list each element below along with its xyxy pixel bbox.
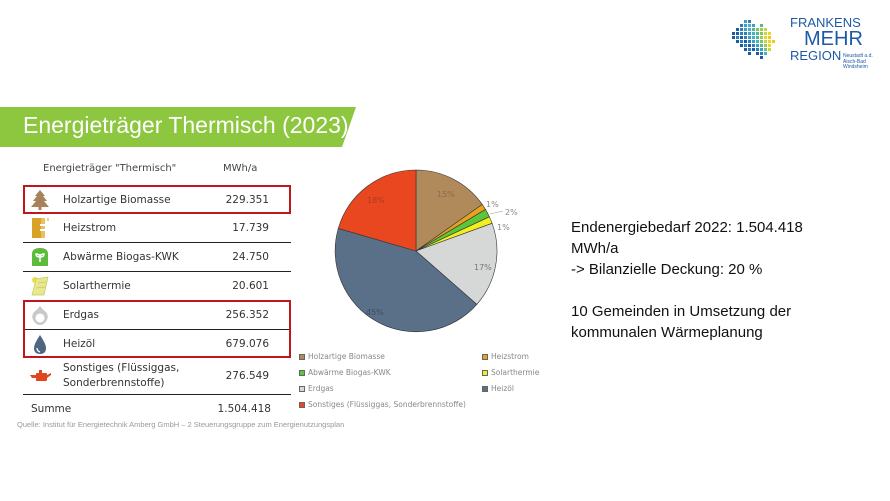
oil-drop-icon	[34, 335, 46, 354]
pie-chart: 15% 18% 1% 2% 1% 17% 45%	[334, 169, 518, 333]
info-text: Endenergiebedarf 2022: 1.504.418 MWh/a -…	[571, 217, 803, 343]
row-divider	[23, 242, 291, 243]
logo: FRANKENS MEHR REGION Neustadt a.d. Aisch…	[730, 14, 880, 70]
table-row: Erdgas 256.352	[23, 301, 291, 329]
slice-sonstiges	[337, 169, 417, 252]
slice-heizoel	[334, 228, 478, 333]
row-divider	[23, 271, 291, 272]
row-value: 679.076	[225, 338, 269, 350]
label-pct-abwaerme: 2%	[505, 208, 518, 217]
row-label: Holzartige Biomasse	[63, 194, 171, 206]
solar-panel-icon	[31, 276, 49, 296]
info-line5: kommunalen Wärmeplanung	[571, 324, 763, 341]
logo-line3: REGION	[790, 48, 842, 63]
legend-item: Heizstrom	[482, 352, 529, 361]
row-label: Erdgas	[63, 309, 100, 321]
oil-can-icon	[30, 370, 51, 381]
row-label: Heizstrom	[63, 222, 117, 234]
gas-flame-icon	[32, 306, 48, 325]
title-banner	[0, 107, 356, 147]
table-row: Holzartige Biomasse 229.351	[23, 186, 291, 214]
sum-value: 1.504.418	[217, 403, 271, 415]
table-row: Heizstrom 17.739	[23, 214, 291, 242]
logo-line2: MEHR	[804, 28, 863, 50]
row-value: 20.601	[232, 280, 269, 292]
label-pct-heizstrom: 1%	[486, 200, 499, 209]
legend-swatch	[299, 370, 305, 376]
table-row: Sonstiges (Flüssiggas, Sonderbrennstoffe…	[23, 358, 291, 394]
legend-item: Sonstiges (Flüssiggas, Sonderbrennstoffe…	[299, 400, 466, 409]
logo-subtitle: Neustadt a.d. Aisch-Bad Windsheim	[843, 53, 873, 70]
legend-swatch	[482, 386, 488, 392]
row-label: Solarthermie	[63, 280, 131, 292]
legend-item: Holzartige Biomasse	[299, 352, 385, 361]
banner-shape	[0, 107, 356, 147]
legend-item: Abwärme Biogas-KWK	[299, 368, 391, 377]
page-title: Energieträger Thermisch (2023)	[23, 112, 349, 138]
info-line1: Endenergiebedarf 2022: 1.504.418	[571, 219, 803, 236]
sprout-icon	[32, 248, 48, 266]
row-label: Heizöl	[63, 338, 96, 350]
row-label: Sonstiges (Flüssiggas, Sonderbrennstoffe…	[63, 361, 179, 391]
row-value: 276.549	[225, 370, 269, 382]
legend-swatch	[299, 386, 305, 392]
source-note: Quelle: Institut für Energietechnik Ambe…	[17, 420, 345, 429]
table-row: Solarthermie 20.601	[23, 272, 291, 300]
label-pct-sonstiges: 18%	[367, 196, 385, 205]
info-line4: 10 Gemeinden in Umsetzung der	[571, 303, 792, 320]
label-pct-holz: 15%	[437, 190, 455, 199]
label-pct-erdgas: 17%	[474, 263, 492, 272]
legend-swatch	[299, 354, 305, 360]
row-label: Abwärme Biogas-KWK	[63, 251, 179, 263]
highlight-box-fossil	[23, 300, 291, 358]
row-value: 256.352	[225, 309, 269, 321]
slice-holzartige-biomasse	[415, 169, 483, 252]
table-sum-row: Summe 1.504.418	[23, 395, 291, 423]
row-label-line2: Sonderbrennstoffe)	[63, 377, 165, 389]
row-label-line1: Sonstiges (Flüssiggas,	[63, 362, 180, 374]
row-value: 229.351	[225, 194, 269, 206]
label-pct-solar: 1%	[497, 223, 510, 232]
sum-label: Summe	[31, 403, 72, 415]
table-header-unit: MWh/a	[223, 163, 258, 174]
row-divider	[23, 329, 291, 330]
chart-legend: Holzartige Biomasse Heizstrom Abwärme Bi…	[299, 350, 549, 415]
legend-item: Heizöl	[482, 384, 514, 393]
map-mosaic-icon	[732, 20, 775, 59]
table-row: Heizöl 679.076	[23, 330, 291, 358]
row-divider	[23, 394, 291, 395]
tree-icon	[31, 190, 49, 210]
legend-item: Solarthermie	[482, 368, 539, 377]
label-pct-heizoel: 45%	[366, 308, 384, 317]
info-line2: MWh/a	[571, 240, 619, 257]
logo-line1: FRANKENS	[790, 15, 861, 30]
logo-text: FRANKENS MEHR REGION Neustadt a.d. Aisch…	[790, 15, 873, 70]
legend-swatch	[482, 354, 488, 360]
row-value: 24.750	[232, 251, 269, 263]
table-header-label: Energieträger "Thermisch"	[43, 163, 177, 174]
highlight-box-biomasse	[23, 185, 291, 214]
legend-swatch	[482, 370, 488, 376]
legend-item: Erdgas	[299, 384, 334, 393]
row-value: 17.739	[232, 222, 269, 234]
table-row: Abwärme Biogas-KWK 24.750	[23, 243, 291, 271]
electric-heater-icon	[32, 218, 49, 238]
slice-erdgas	[415, 222, 498, 305]
legend-swatch	[299, 402, 305, 408]
info-line3: -> Bilanzielle Deckung: 20 %	[571, 261, 763, 278]
